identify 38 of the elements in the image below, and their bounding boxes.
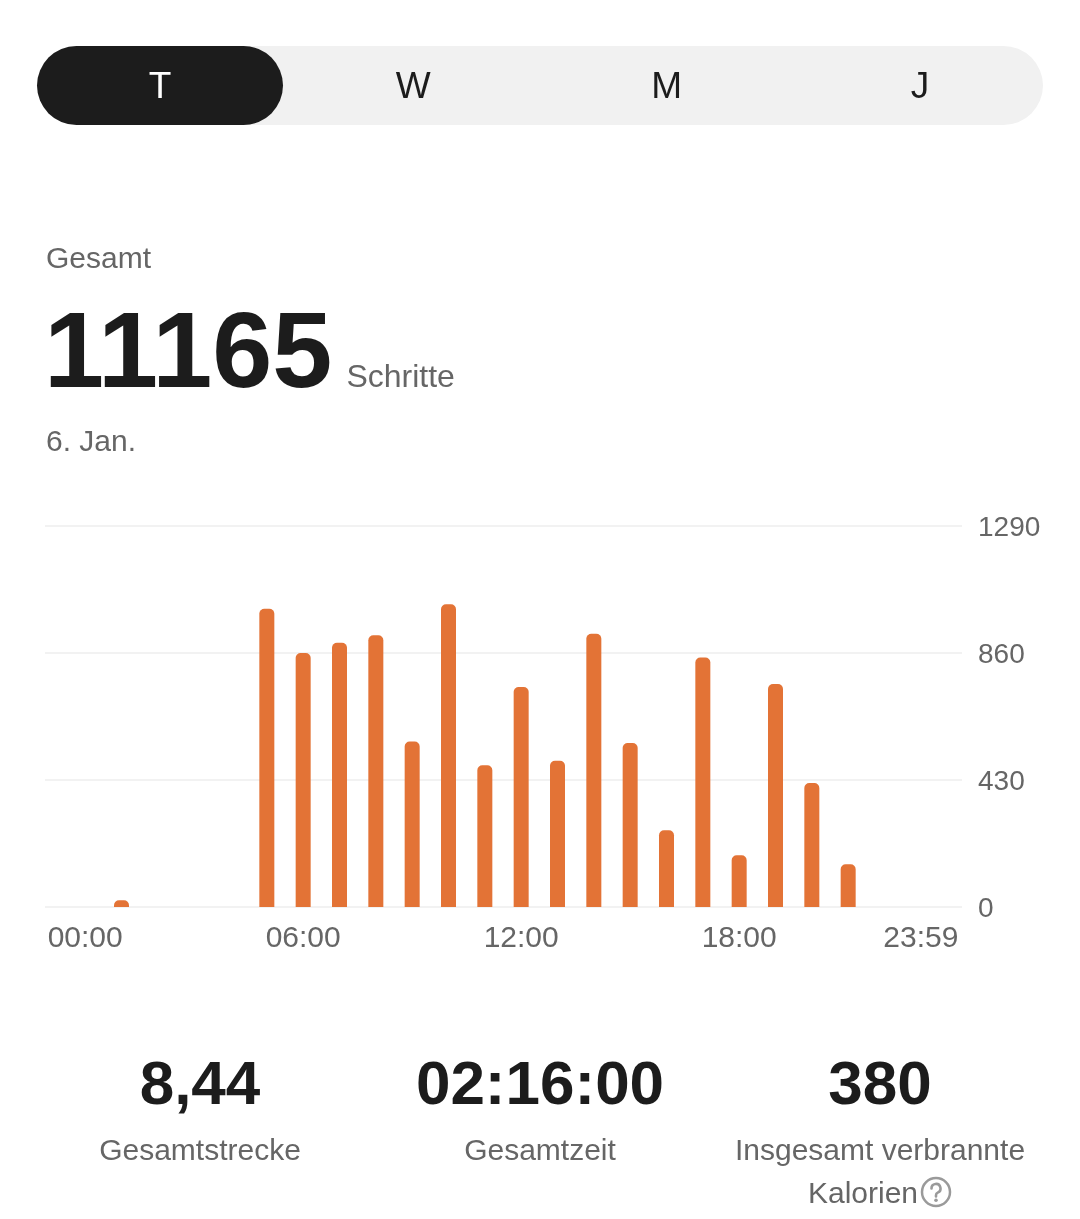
y-tick-label: 860 <box>978 637 1025 669</box>
bar <box>659 830 674 907</box>
bar <box>513 686 529 907</box>
bar <box>441 604 456 907</box>
selected-tab: T <box>37 46 283 125</box>
text: Schritte <box>346 358 455 395</box>
bar <box>477 765 493 907</box>
text: 11165 <box>44 289 333 410</box>
bar <box>259 608 275 907</box>
y-tick-label: 1290 <box>978 510 1041 542</box>
bar <box>622 743 638 907</box>
y-tick-label: 430 <box>978 764 1025 796</box>
bar <box>586 633 602 907</box>
x-tick-label: 12:00 <box>483 919 559 953</box>
bar <box>695 657 711 907</box>
x-tick-label: 23:59 <box>883 919 959 953</box>
text: 380 <box>827 1048 933 1118</box>
bar <box>804 782 820 907</box>
text: Insgesamt verbrannte Kalorien <box>734 1133 1026 1209</box>
text: 8,44 <box>138 1048 262 1118</box>
text: 02:16:00 <box>414 1048 666 1118</box>
text: 6. Jan. <box>46 423 137 459</box>
text: Gesamtstrecke <box>99 1133 301 1166</box>
text: Gesamt <box>46 240 152 276</box>
x-tick-label: 00:00 <box>47 919 123 953</box>
bar <box>731 855 747 907</box>
bar <box>368 635 384 907</box>
bar <box>295 653 311 907</box>
x-tick-label: 18:00 <box>701 919 777 953</box>
bar <box>768 684 783 907</box>
text: Gesamtzeit <box>464 1133 616 1166</box>
y-tick-label: 0 <box>978 891 994 923</box>
period-tabs: T W M J <box>37 46 1043 125</box>
bar <box>332 642 347 907</box>
bar <box>404 741 420 907</box>
bar <box>550 760 565 907</box>
bar <box>840 864 856 907</box>
x-tick-label: 06:00 <box>265 919 341 953</box>
